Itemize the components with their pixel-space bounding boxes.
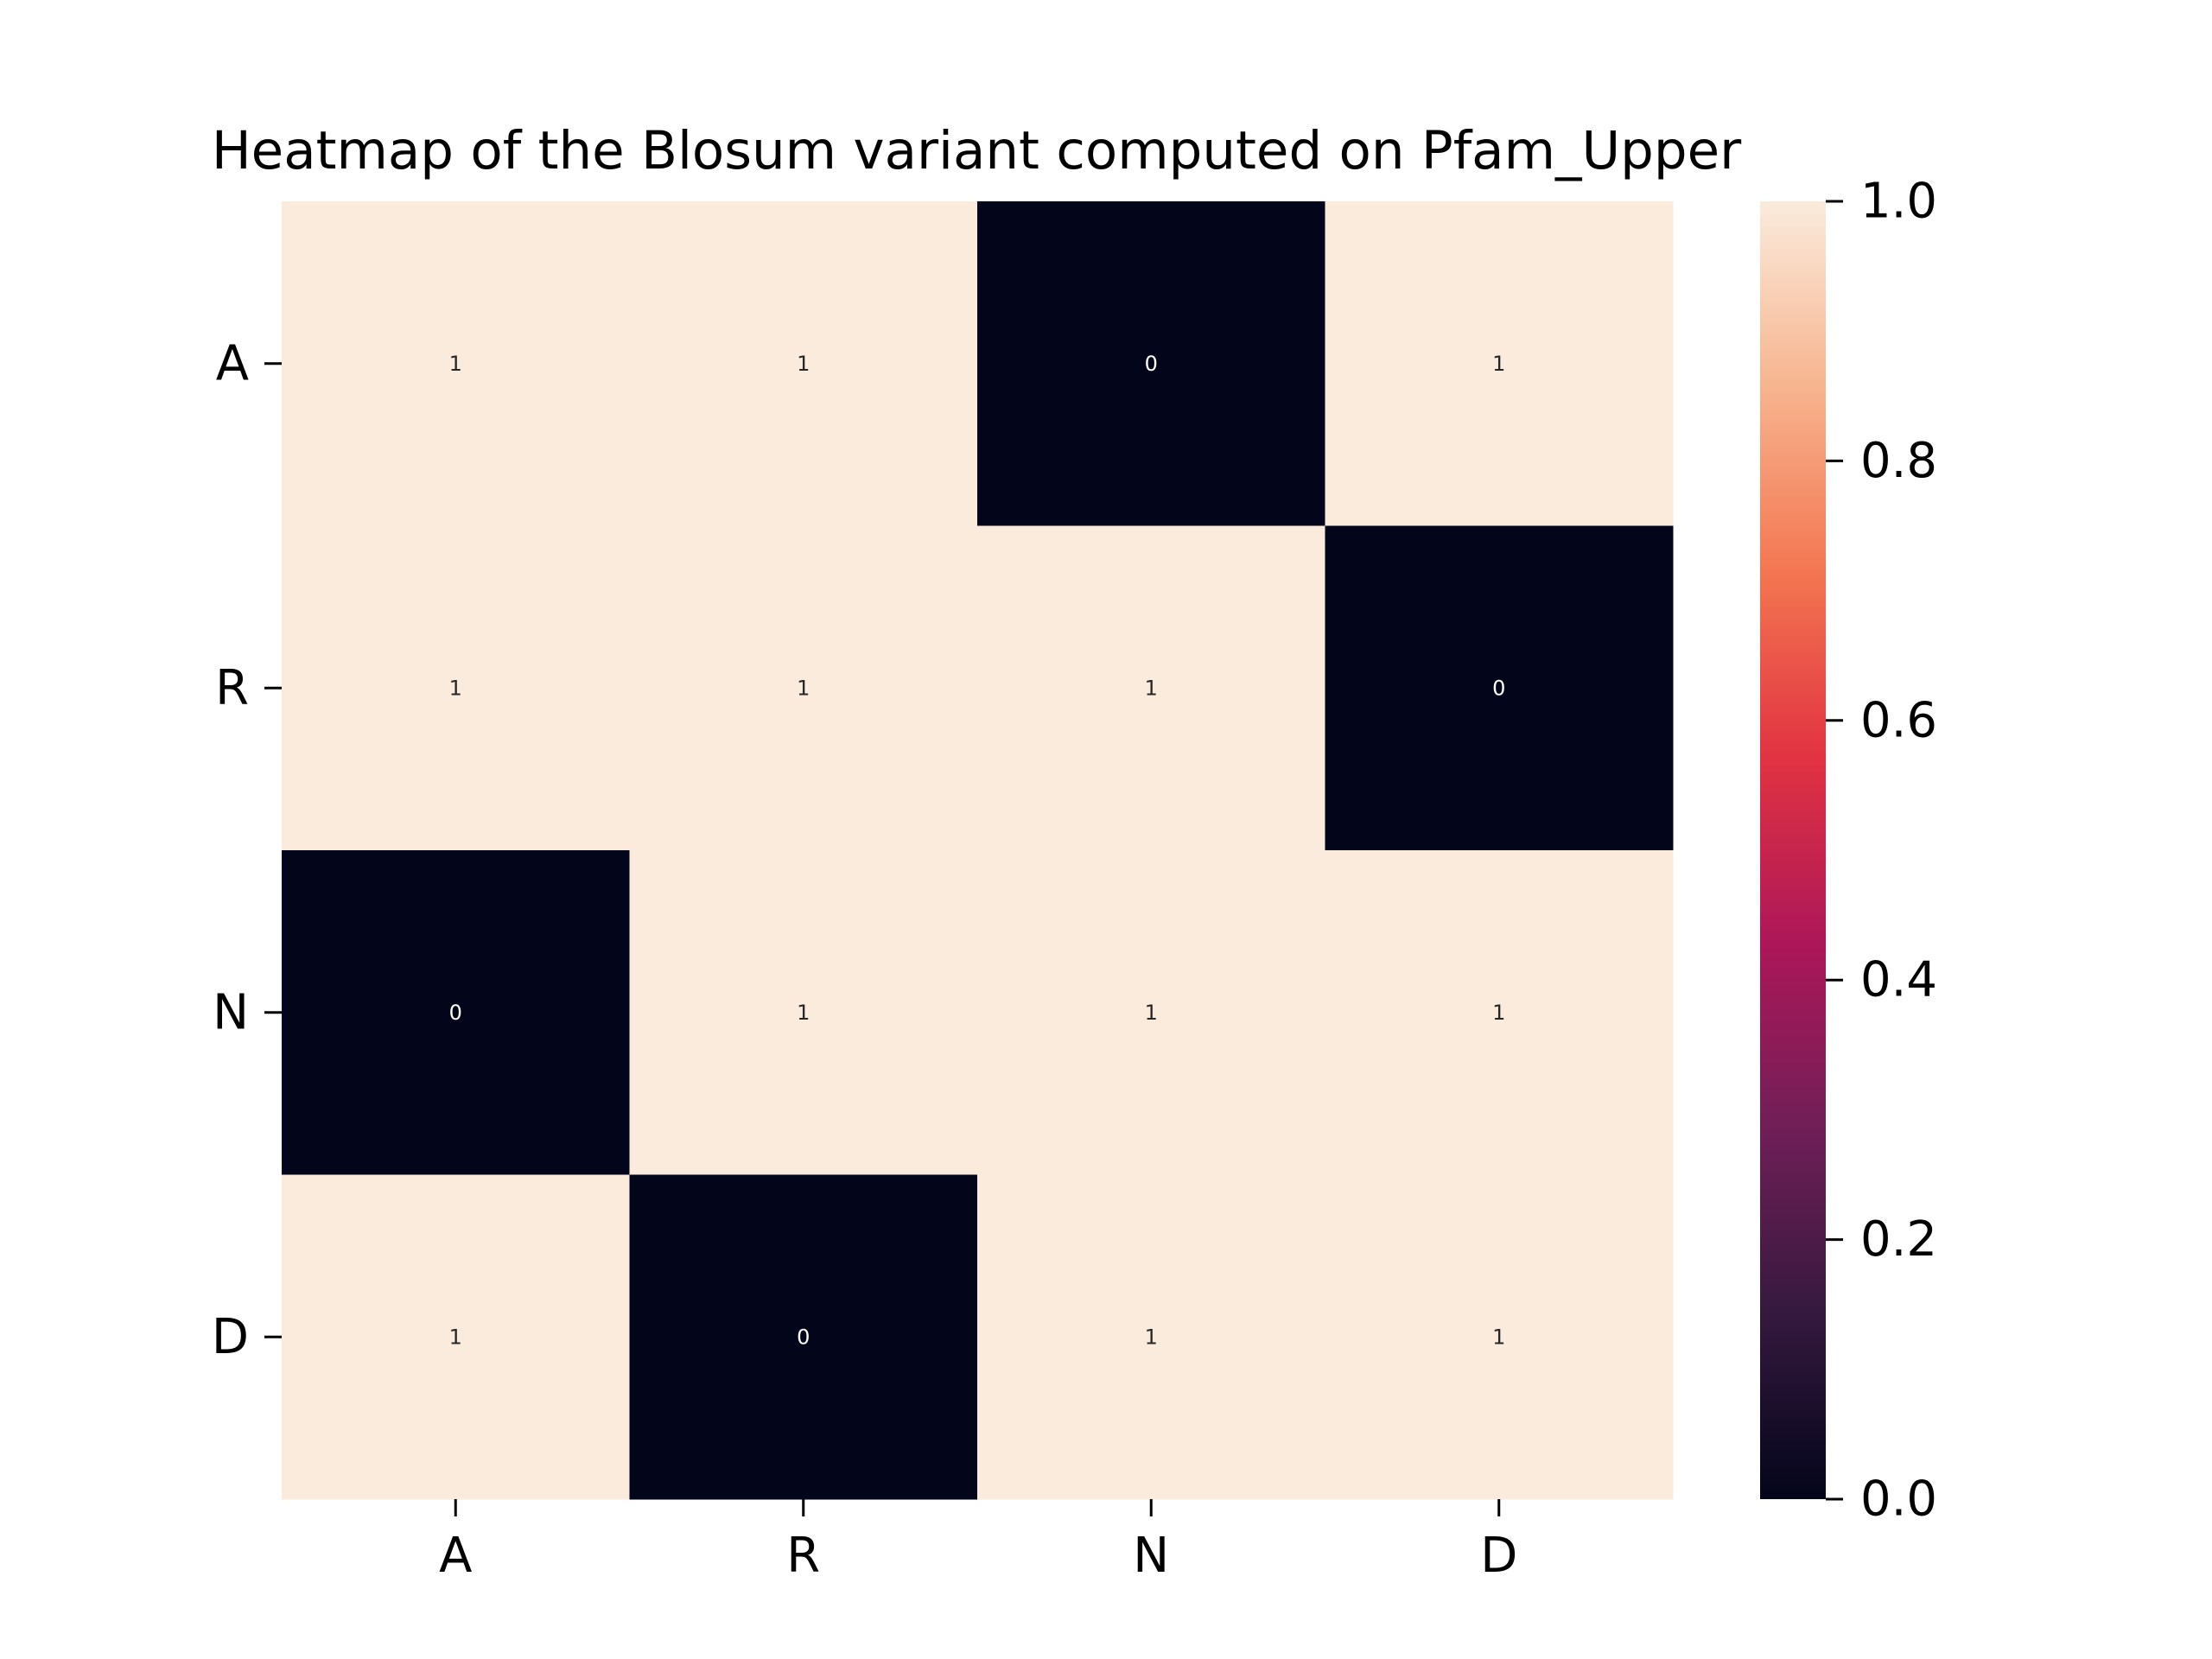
heatmap-cell-D-R <box>629 1174 978 1500</box>
chart-title: Heatmap of the Blosum variant computed o… <box>212 120 1742 181</box>
heatmap-cell-N-N <box>977 850 1325 1175</box>
colorbar-tick-label: 0.4 <box>1860 952 1937 1008</box>
heatmap-cell-D-N <box>977 1174 1325 1500</box>
y-tick-label-D: D <box>212 1309 249 1365</box>
heatmap-cell-N-A <box>282 850 630 1175</box>
cell-annotation-D-D: 1 <box>1492 1325 1505 1349</box>
heatmap-cell-R-D <box>1325 525 1674 851</box>
heatmap-cell-R-N <box>977 525 1325 851</box>
colorbar-gradient <box>1760 201 1826 1499</box>
y-tick-label-A: A <box>216 335 249 391</box>
cell-annotation-D-N: 1 <box>1145 1325 1158 1349</box>
cell-annotation-R-D: 0 <box>1492 676 1505 700</box>
heatmap-cell-A-A <box>282 201 630 526</box>
cell-annotation-N-D: 1 <box>1492 1001 1505 1025</box>
y-axis: A R N D <box>212 335 282 1365</box>
cell-annotation-A-D: 1 <box>1492 352 1505 376</box>
cell-annotation-A-R: 1 <box>797 352 810 376</box>
colorbar-tick-label: 0.6 <box>1860 692 1937 748</box>
cell-annotations: 1 1 0 1 1 1 1 0 0 1 1 1 1 0 1 1 <box>449 352 1506 1350</box>
cell-annotation-N-A: 0 <box>449 1001 462 1025</box>
cell-annotation-R-A: 1 <box>449 676 462 700</box>
heatmap-cell-A-R <box>629 201 978 526</box>
colorbar-tick-label: 0.2 <box>1860 1211 1937 1268</box>
colorbar-tick-label: 1.0 <box>1860 174 1937 230</box>
colorbar-tick-label: 0.0 <box>1860 1471 1937 1528</box>
cell-annotation-D-A: 1 <box>449 1325 462 1349</box>
cell-annotation-A-N: 0 <box>1145 352 1158 376</box>
cell-annotation-A-A: 1 <box>449 352 462 376</box>
cell-annotation-R-N: 1 <box>1145 676 1158 700</box>
heatmap-cell-N-R <box>629 850 978 1175</box>
heatmap-cell-A-D <box>1325 201 1674 526</box>
x-tick-label-R: R <box>786 1528 820 1584</box>
heatmap-cell-A-N <box>977 201 1325 526</box>
heatmap-cell-D-A <box>282 1174 630 1500</box>
colorbar-tick-label: 0.8 <box>1860 433 1937 489</box>
heatmap-cell-R-A <box>282 525 630 851</box>
x-tick-label-N: N <box>1133 1528 1169 1584</box>
y-tick-label-N: N <box>213 984 249 1040</box>
x-tick-label-D: D <box>1480 1528 1517 1584</box>
x-tick-label-A: A <box>439 1528 472 1584</box>
cell-annotation-N-R: 1 <box>797 1001 810 1025</box>
heatmap-cell-R-R <box>629 525 978 851</box>
heatmap-cell-D-D <box>1325 1174 1674 1500</box>
cell-annotation-R-R: 1 <box>797 676 810 700</box>
y-tick-label-R: R <box>215 660 249 716</box>
cell-annotation-N-N: 1 <box>1145 1001 1158 1025</box>
cell-annotation-D-R: 0 <box>797 1325 810 1349</box>
heatmap-cells <box>282 201 1674 1500</box>
heatmap-cell-N-D <box>1325 850 1674 1175</box>
colorbar: 0.0 0.2 0.4 0.6 0.8 1.0 <box>1760 174 1937 1528</box>
